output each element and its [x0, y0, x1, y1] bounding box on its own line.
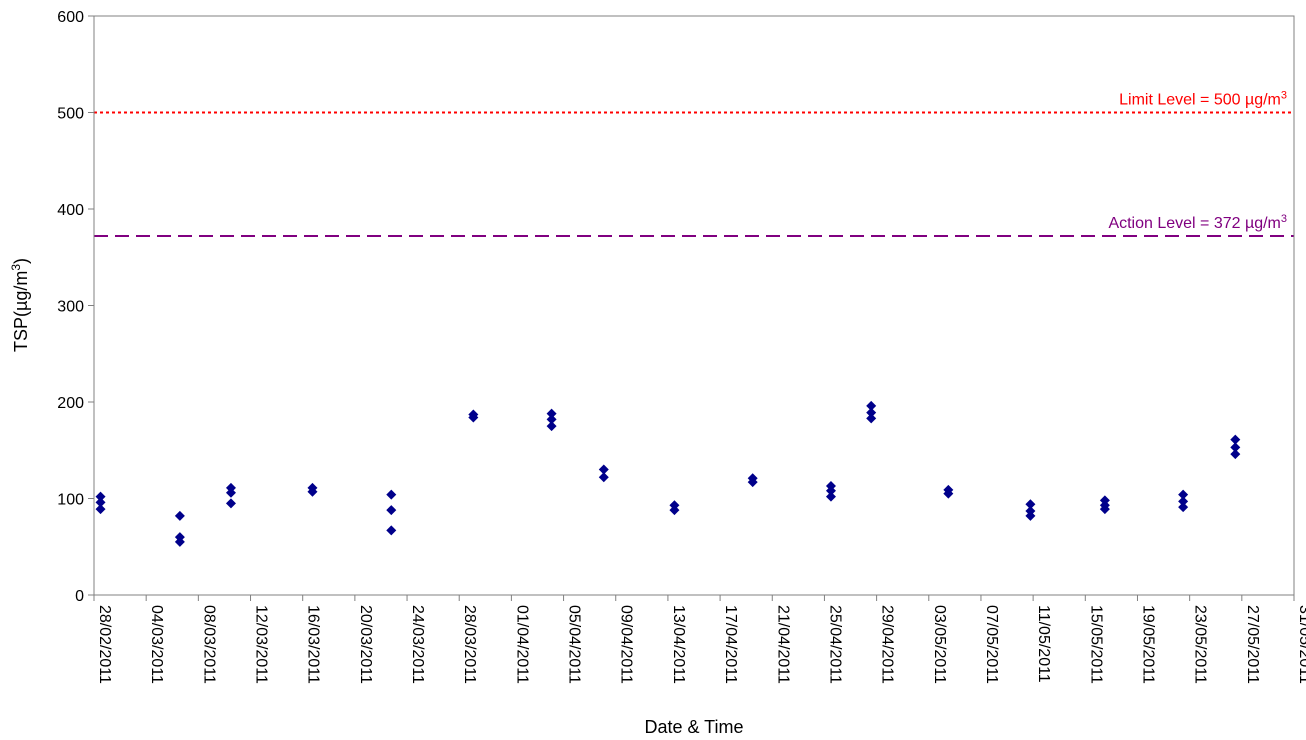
reference-line-label: Limit Level = 500 µg/m3: [1119, 90, 1287, 109]
y-axis-label-sup: 3: [9, 264, 23, 271]
x-tick-label: 28/03/2011: [461, 605, 478, 684]
data-point: [1230, 442, 1241, 453]
data-point: [669, 505, 680, 516]
data-point: [174, 510, 185, 521]
data-point: [225, 498, 236, 509]
x-axis: 28/02/2011 04/03/2011 08/03/2011 12/03/2011…: [93, 595, 1306, 684]
data-point: [866, 400, 877, 411]
x-tick-label: 17/04/2011: [722, 605, 739, 684]
data-point: [866, 407, 877, 418]
x-tick-label: 16/03/2011: [305, 605, 322, 684]
data-point: [386, 525, 397, 536]
y-axis: 0 100 200 300 400 500 600: [57, 9, 94, 605]
data-point: [307, 486, 318, 497]
y-axis-label: TSP(µg/m3): [9, 258, 31, 352]
plot-area-frame: [93, 15, 1295, 596]
data-point: [1178, 496, 1189, 507]
x-tick-label: 24/03/2011: [409, 605, 426, 684]
y-tick-label: 600: [57, 9, 84, 26]
y-tick-label: 0: [75, 588, 84, 605]
x-tick-label: 25/04/2011: [826, 605, 843, 684]
y-tick-label: 500: [57, 106, 84, 123]
data-point: [95, 504, 106, 515]
x-tick-label: 27/05/2011: [1244, 605, 1261, 684]
y-tick-label: 200: [57, 395, 84, 412]
x-tick-label: 23/05/2011: [1192, 605, 1209, 684]
data-point: [598, 464, 609, 475]
y-tick-label: 400: [57, 202, 84, 219]
data-point: [95, 491, 106, 502]
reference-lines: Limit Level = 500 µg/m3 Action Level = 37…: [94, 90, 1294, 238]
data-point: [1099, 504, 1110, 515]
data-point: [825, 491, 836, 502]
data-point: [866, 413, 877, 424]
x-tick-label: 12/03/2011: [253, 605, 270, 684]
x-tick-label: 31/05/2011: [1296, 605, 1306, 684]
data-point: [546, 421, 557, 432]
data-point: [825, 485, 836, 496]
data-point: [386, 505, 397, 516]
data-point: [1230, 449, 1241, 460]
data-point: [174, 536, 185, 547]
reference-line-label: Action Level = 372 µg/m3: [1108, 213, 1287, 232]
y-axis-label-text: TSP(µg/m: [11, 271, 31, 352]
x-tick-label: 04/03/2011: [148, 605, 165, 684]
x-tick-label: 15/05/2011: [1087, 605, 1104, 684]
data-point: [943, 488, 954, 499]
x-tick-label: 11/05/2011: [1035, 605, 1052, 683]
y-axis-label-close: ): [11, 258, 31, 264]
data-point: [747, 477, 758, 488]
x-tick-label: 07/05/2011: [983, 605, 1000, 684]
x-tick-label: 20/03/2011: [357, 605, 374, 684]
x-tick-label: 28/02/2011: [96, 605, 113, 684]
x-tick-label: 29/04/2011: [879, 605, 896, 684]
y-tick-label: 100: [57, 492, 84, 509]
x-tick-label: 05/04/2011: [566, 605, 583, 684]
data-point: [546, 414, 557, 425]
data-point: [468, 412, 479, 423]
x-tick-label: 09/04/2011: [618, 605, 635, 684]
data-point: [546, 408, 557, 419]
data-point: [95, 497, 106, 508]
x-tick-label: 19/05/2011: [1139, 605, 1156, 684]
x-tick-label: 03/05/2011: [931, 605, 948, 684]
x-tick-label: 08/03/2011: [200, 605, 217, 684]
x-axis-label: Date & Time: [644, 717, 743, 737]
data-point: [225, 487, 236, 498]
data-point: [1178, 502, 1189, 513]
data-point: [1025, 499, 1036, 510]
data-points: [95, 400, 1241, 547]
data-point: [1230, 434, 1241, 445]
x-tick-label: 01/04/2011: [513, 605, 530, 684]
x-tick-label: 21/04/2011: [774, 605, 791, 684]
y-tick-label: 300: [57, 299, 84, 316]
data-point: [1178, 489, 1189, 500]
data-point: [598, 472, 609, 483]
data-point: [386, 489, 397, 500]
data-point: [1025, 510, 1036, 521]
x-tick-label: 13/04/2011: [670, 605, 687, 684]
